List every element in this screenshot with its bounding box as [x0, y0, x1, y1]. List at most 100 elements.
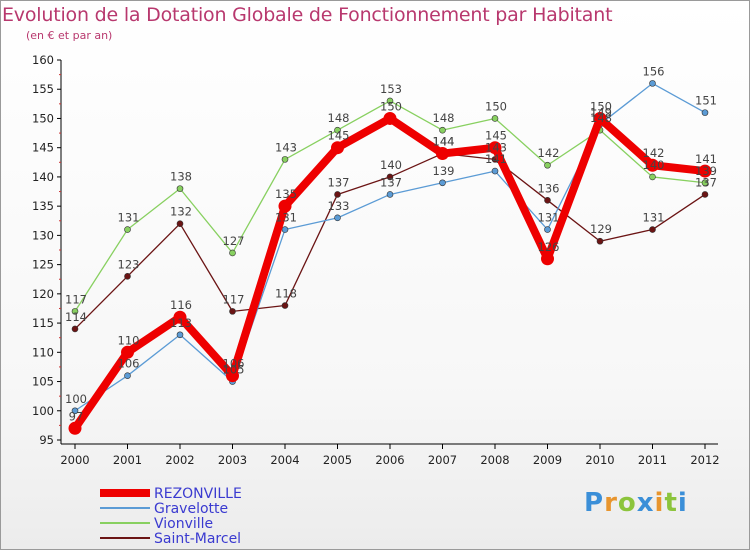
series-layer [68, 80, 712, 435]
x-tick-label: 2005 [323, 453, 352, 467]
data-label: 127 [223, 234, 245, 248]
y-tick-label: 140 [32, 170, 54, 184]
data-label: 149 [590, 105, 612, 119]
data-point [436, 147, 449, 161]
data-label: 131 [275, 211, 297, 225]
chart-axes: 95 100 105 110 115 120 125 130 135 140 145 150 155 16… [32, 53, 720, 467]
data-point [649, 173, 656, 181]
data-point [544, 226, 551, 233]
data-point [646, 158, 659, 172]
data-label: 118 [275, 287, 297, 301]
data-point [281, 302, 289, 309]
data-label: 133 [328, 199, 350, 213]
data-label: 116 [170, 298, 192, 312]
data-label: 144 [433, 135, 455, 149]
data-label: 143 [485, 140, 507, 154]
data-point [281, 156, 289, 163]
data-point [226, 369, 239, 383]
data-point [124, 226, 131, 233]
x-tick-label: 2003 [218, 453, 247, 467]
y-tick-label: 160 [32, 53, 54, 67]
data-point [649, 80, 656, 87]
data-point [71, 325, 79, 333]
logo-letter: i [654, 488, 665, 518]
data-point [229, 249, 236, 257]
proxiti-logo: Proxiti [584, 488, 688, 518]
chart-subtitle: (en € et par an) [26, 29, 113, 42]
data-point [649, 226, 656, 233]
y-tick-label: 135 [32, 199, 54, 213]
data-point [124, 372, 131, 379]
data-label: 126 [538, 240, 560, 254]
data-label: 131 [643, 211, 665, 225]
data-label: 144 [433, 135, 455, 149]
y-tick-label: 110 [32, 345, 54, 359]
data-label: 140 [643, 158, 665, 172]
data-point [176, 185, 184, 192]
data-label: 137 [328, 175, 350, 189]
data-point [176, 220, 184, 227]
data-label: 117 [65, 292, 87, 306]
y-tick-label: 155 [32, 82, 54, 96]
x-tick-label: 2000 [60, 453, 89, 467]
x-tick-label: 2001 [113, 453, 142, 467]
y-tick-label: 115 [32, 316, 54, 330]
data-point [488, 141, 502, 155]
data-label: 143 [275, 140, 297, 154]
data-point [68, 421, 82, 435]
data-point [491, 167, 499, 175]
x-tick-label: 2010 [585, 453, 614, 467]
x-tick-label: 2006 [375, 453, 404, 467]
data-point [439, 179, 446, 187]
legend-label: REZONVILLE [154, 486, 242, 502]
data-point [386, 173, 394, 181]
data-label: 142 [538, 146, 560, 160]
data-label: 131 [538, 211, 560, 225]
data-label: 142 [643, 146, 665, 160]
data-point [383, 111, 397, 125]
logo-letter: r [604, 488, 618, 518]
data-label: 106 [118, 357, 140, 371]
legend: REZONVILLEGravelotteVionvilleSaint-Marce… [100, 486, 242, 547]
x-tick-label: 2012 [690, 453, 719, 467]
x-tick-label: 2007 [428, 453, 457, 467]
data-point [701, 109, 709, 116]
data-label: 145 [485, 129, 507, 143]
data-point [701, 179, 709, 187]
data-label: 141 [695, 152, 717, 166]
data-label: 150 [590, 99, 612, 113]
data-label: 153 [380, 82, 402, 96]
data-label: 139 [433, 164, 455, 178]
data-point [278, 199, 292, 213]
data-point [334, 191, 341, 198]
logo-letter: o [617, 488, 637, 518]
data-label: 110 [118, 333, 140, 347]
data-point [229, 308, 236, 315]
data-label: 106 [223, 357, 245, 371]
data-label: 140 [380, 158, 402, 172]
logo-letter: t [664, 488, 678, 518]
data-label: 105 [223, 363, 245, 377]
data-point [544, 161, 551, 169]
data-labels-layer: 97 110 116 106 135 145 150 144 145 126 150 142 141 10… [65, 64, 717, 423]
data-point [71, 308, 79, 315]
data-label: 137 [695, 175, 717, 189]
data-label: 129 [590, 222, 612, 236]
data-label: 151 [695, 94, 717, 108]
logo-letter: x [636, 488, 655, 518]
legend-label: Gravelotte [154, 501, 228, 517]
logo-letter: P [584, 488, 605, 518]
data-label: 100 [65, 392, 87, 406]
data-point [386, 97, 394, 105]
y-tick-label: 145 [32, 141, 54, 155]
y-tick-label: 100 [32, 404, 54, 418]
data-point [331, 141, 344, 155]
data-point [334, 214, 341, 222]
data-label: 138 [170, 170, 192, 184]
chart-title: Evolution de la Dotation Globale de Fonc… [2, 4, 613, 26]
data-label: 150 [380, 99, 402, 113]
data-point [334, 126, 341, 134]
x-tick-label: 2011 [638, 453, 667, 467]
data-label: 97 [69, 409, 84, 423]
